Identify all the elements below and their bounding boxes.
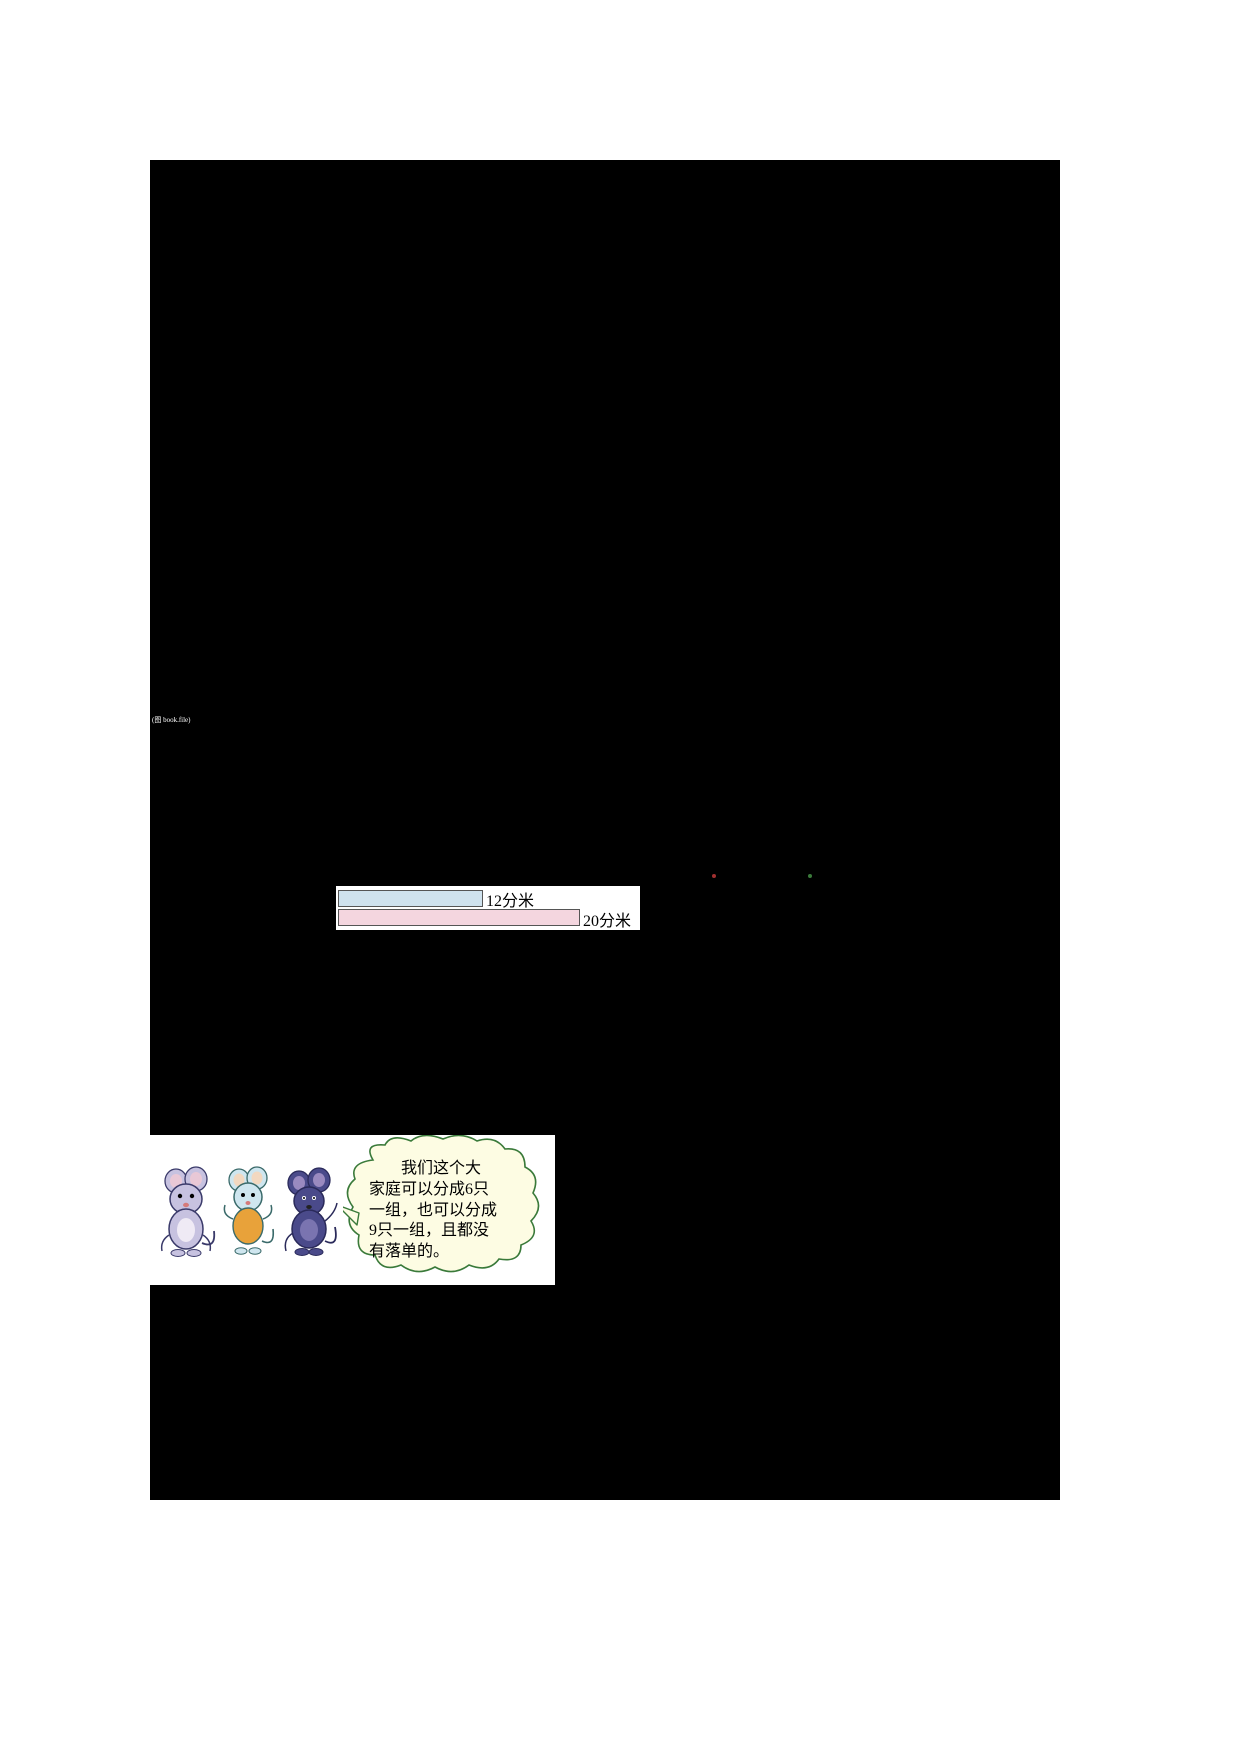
- speech-line-4: 9只一组，且都没: [369, 1222, 489, 1239]
- tiny-marker: (图 book.file): [152, 715, 191, 725]
- dot-red: [712, 874, 716, 878]
- speech-line-1: 我们这个大: [369, 1160, 481, 1177]
- mice-panel: 我们这个大 家庭可以分成6只 一组，也可以分成 9只一组，且都没 有落单的。: [150, 1135, 555, 1285]
- speech-line-3: 一组，也可以分成: [369, 1202, 497, 1219]
- bar-1: [338, 890, 483, 907]
- mouse-3-icon: [279, 1163, 341, 1258]
- mouse-1-icon: [154, 1163, 219, 1258]
- dot-green: [808, 874, 812, 878]
- mouse-2-icon: [219, 1163, 279, 1258]
- speech-text: 我们这个大 家庭可以分成6只 一组，也可以分成 9只一组，且都没 有落单的。: [351, 1141, 541, 1279]
- speech-line-2: 家庭可以分成6只: [369, 1181, 489, 1198]
- bar-2: [338, 909, 580, 926]
- speech-line-5: 有落单的。: [369, 1243, 449, 1260]
- bar-1-label: 12分米: [486, 887, 534, 911]
- content-region: [150, 160, 1060, 1500]
- bar-2-label: 20分米: [583, 907, 631, 931]
